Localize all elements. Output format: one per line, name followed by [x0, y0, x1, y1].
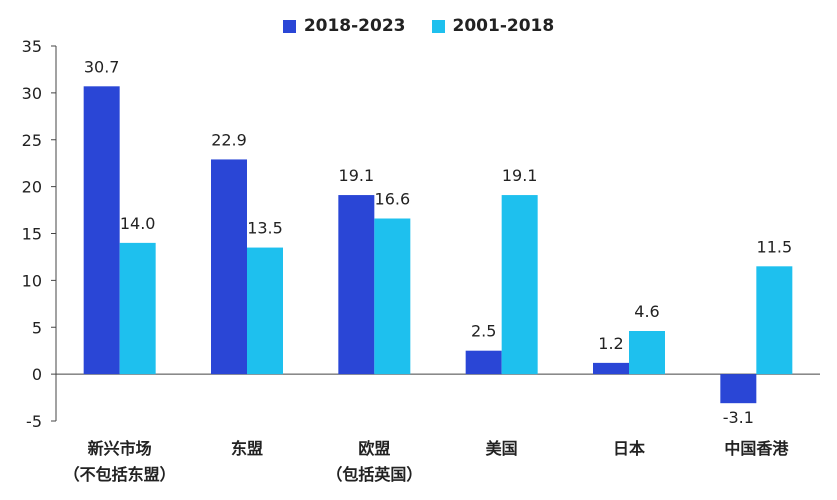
- x-category-label: （包括英国）: [326, 465, 422, 484]
- y-tick-label: 25: [22, 131, 42, 150]
- y-tick-label: 10: [22, 271, 42, 290]
- legend-label-series-1: 2018-2023: [303, 16, 406, 36]
- bar-series-1: [720, 374, 757, 404]
- data-label: 4.6: [634, 302, 659, 321]
- bar-series-2: [756, 266, 793, 375]
- data-label: 22.9: [211, 130, 247, 149]
- bar-series-1: [211, 159, 247, 375]
- bar-series-1: [338, 195, 375, 375]
- bar-series-1: [593, 362, 629, 375]
- data-label: 19.1: [502, 166, 538, 185]
- y-tick-label: -5: [26, 412, 42, 431]
- legend: 2018-2023 2001-2018: [0, 16, 837, 36]
- y-tick-label: 30: [22, 84, 42, 103]
- legend-item-series-2: 2001-2018: [431, 16, 555, 36]
- x-category-label: 东盟: [231, 439, 263, 458]
- legend-item-series-1: 2018-2023: [282, 16, 406, 36]
- y-tick-label: 5: [32, 318, 42, 337]
- bar-series-2: [629, 331, 665, 375]
- x-category-label: 欧盟: [358, 439, 390, 458]
- legend-swatch-series-1: [282, 19, 296, 33]
- data-label: -3.1: [723, 408, 754, 427]
- x-category-label: 美国: [486, 439, 518, 458]
- legend-label-series-2: 2001-2018: [452, 16, 555, 36]
- x-category-label: 中国香港: [724, 439, 789, 458]
- data-label: 14.0: [120, 214, 156, 233]
- data-label: 11.5: [757, 237, 793, 256]
- x-category-label: （不包括东盟）: [64, 465, 176, 484]
- x-category-label: 日本: [613, 439, 645, 458]
- y-tick-label: 35: [22, 37, 42, 56]
- y-tick-label: 20: [22, 178, 42, 197]
- bar-series-2: [374, 218, 411, 375]
- y-tick-label: 15: [22, 225, 42, 244]
- data-label: 16.6: [375, 190, 411, 209]
- data-label: 1.2: [598, 334, 623, 353]
- data-label: 13.5: [247, 219, 283, 238]
- bar-series-2: [247, 247, 283, 375]
- data-label: 30.7: [84, 57, 120, 76]
- legend-swatch-series-2: [431, 19, 445, 33]
- bar-series-2: [119, 242, 156, 375]
- bar-series-2: [501, 195, 538, 375]
- data-label: 2.5: [471, 322, 496, 341]
- bar-series-1: [83, 86, 120, 375]
- bar-series-1: [465, 350, 502, 375]
- y-tick-label: 0: [32, 365, 42, 384]
- x-category-label: 新兴市场: [88, 439, 152, 458]
- data-label: 19.1: [339, 166, 375, 185]
